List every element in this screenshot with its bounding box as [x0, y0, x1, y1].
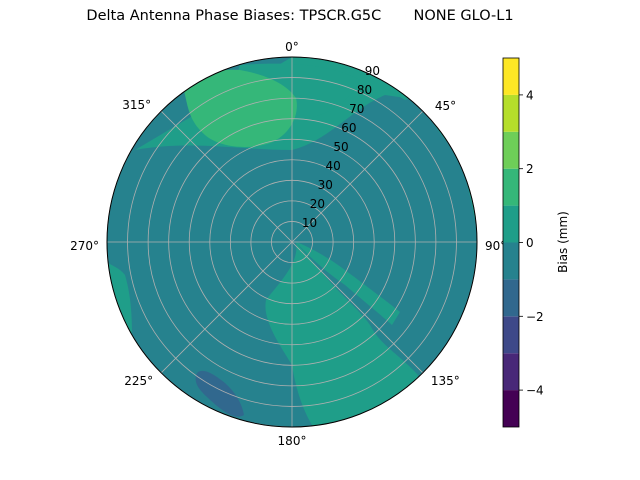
radial-tick-label: 70 — [349, 102, 364, 116]
colorbar-cell — [503, 242, 519, 280]
colorbar-tick-label: 2 — [526, 162, 534, 176]
angular-grid-line — [291, 241, 424, 374]
colorbar-cell — [503, 316, 519, 354]
contour-north-west-patch — [184, 69, 297, 147]
contour-south-west-patch — [195, 370, 244, 417]
colorbar: −4 −2 0 2 4 Bias (mm) — [502, 57, 570, 428]
angular-tick-label: 180° — [278, 434, 307, 448]
radial-tick-label: 50 — [333, 140, 348, 154]
colorbar-cell — [503, 58, 519, 95]
radial-tick-labels: 10 20 30 40 50 60 70 80 90 — [302, 64, 380, 230]
colorbar-label: Bias (mm) — [556, 211, 570, 273]
colorbar-cell — [503, 205, 519, 243]
radial-tick-label: 90 — [365, 64, 380, 78]
angular-tick-label: 135° — [431, 374, 460, 388]
angular-tick-label: 45° — [435, 99, 456, 113]
colorbar-cell — [503, 353, 519, 391]
angular-grid-line — [160, 241, 293, 374]
radial-tick-label: 10 — [302, 216, 317, 230]
colorbar-tick-label: −2 — [526, 310, 544, 324]
polar-grid — [106, 56, 478, 428]
angular-grid-line — [291, 110, 424, 243]
angular-tick-labels: 0° 45° 90° 135° 180° 225° 270° 315° — [70, 40, 506, 448]
angular-tick-label: 225° — [124, 374, 153, 388]
radial-tick-label: 40 — [325, 159, 340, 173]
contour-south-east-lobe — [265, 242, 418, 427]
angular-tick-label: 270° — [70, 239, 99, 253]
colorbar-tick-label: 0 — [526, 236, 534, 250]
polar-frame — [106, 56, 478, 428]
radial-tick-label: 60 — [341, 121, 356, 135]
angular-tick-label: 90° — [485, 239, 506, 253]
colorbar-tick-label: −4 — [526, 384, 544, 398]
chart-title: Delta Antenna Phase Biases: TPSCR.G5C NO… — [86, 8, 514, 24]
angular-tick-label: 315° — [122, 98, 151, 112]
colorbar-cell — [503, 94, 519, 132]
colorbar-cell — [503, 131, 519, 169]
colorbar-cell — [503, 279, 519, 317]
colorbar-cell — [503, 168, 519, 206]
radial-tick-label: 30 — [318, 178, 333, 192]
radial-tick-label: 20 — [310, 197, 325, 211]
polar-plot-area: 0° 45° 90° 135° 180° 225° 270° 315° 10 20 30 40 50 6… — [70, 40, 506, 448]
colorbar-cell — [503, 390, 519, 427]
angular-tick-label: 0° — [285, 40, 299, 54]
colorbar-tick-label: 4 — [526, 88, 534, 102]
radial-tick-label: 80 — [357, 83, 372, 97]
angular-grid-line — [160, 110, 293, 243]
